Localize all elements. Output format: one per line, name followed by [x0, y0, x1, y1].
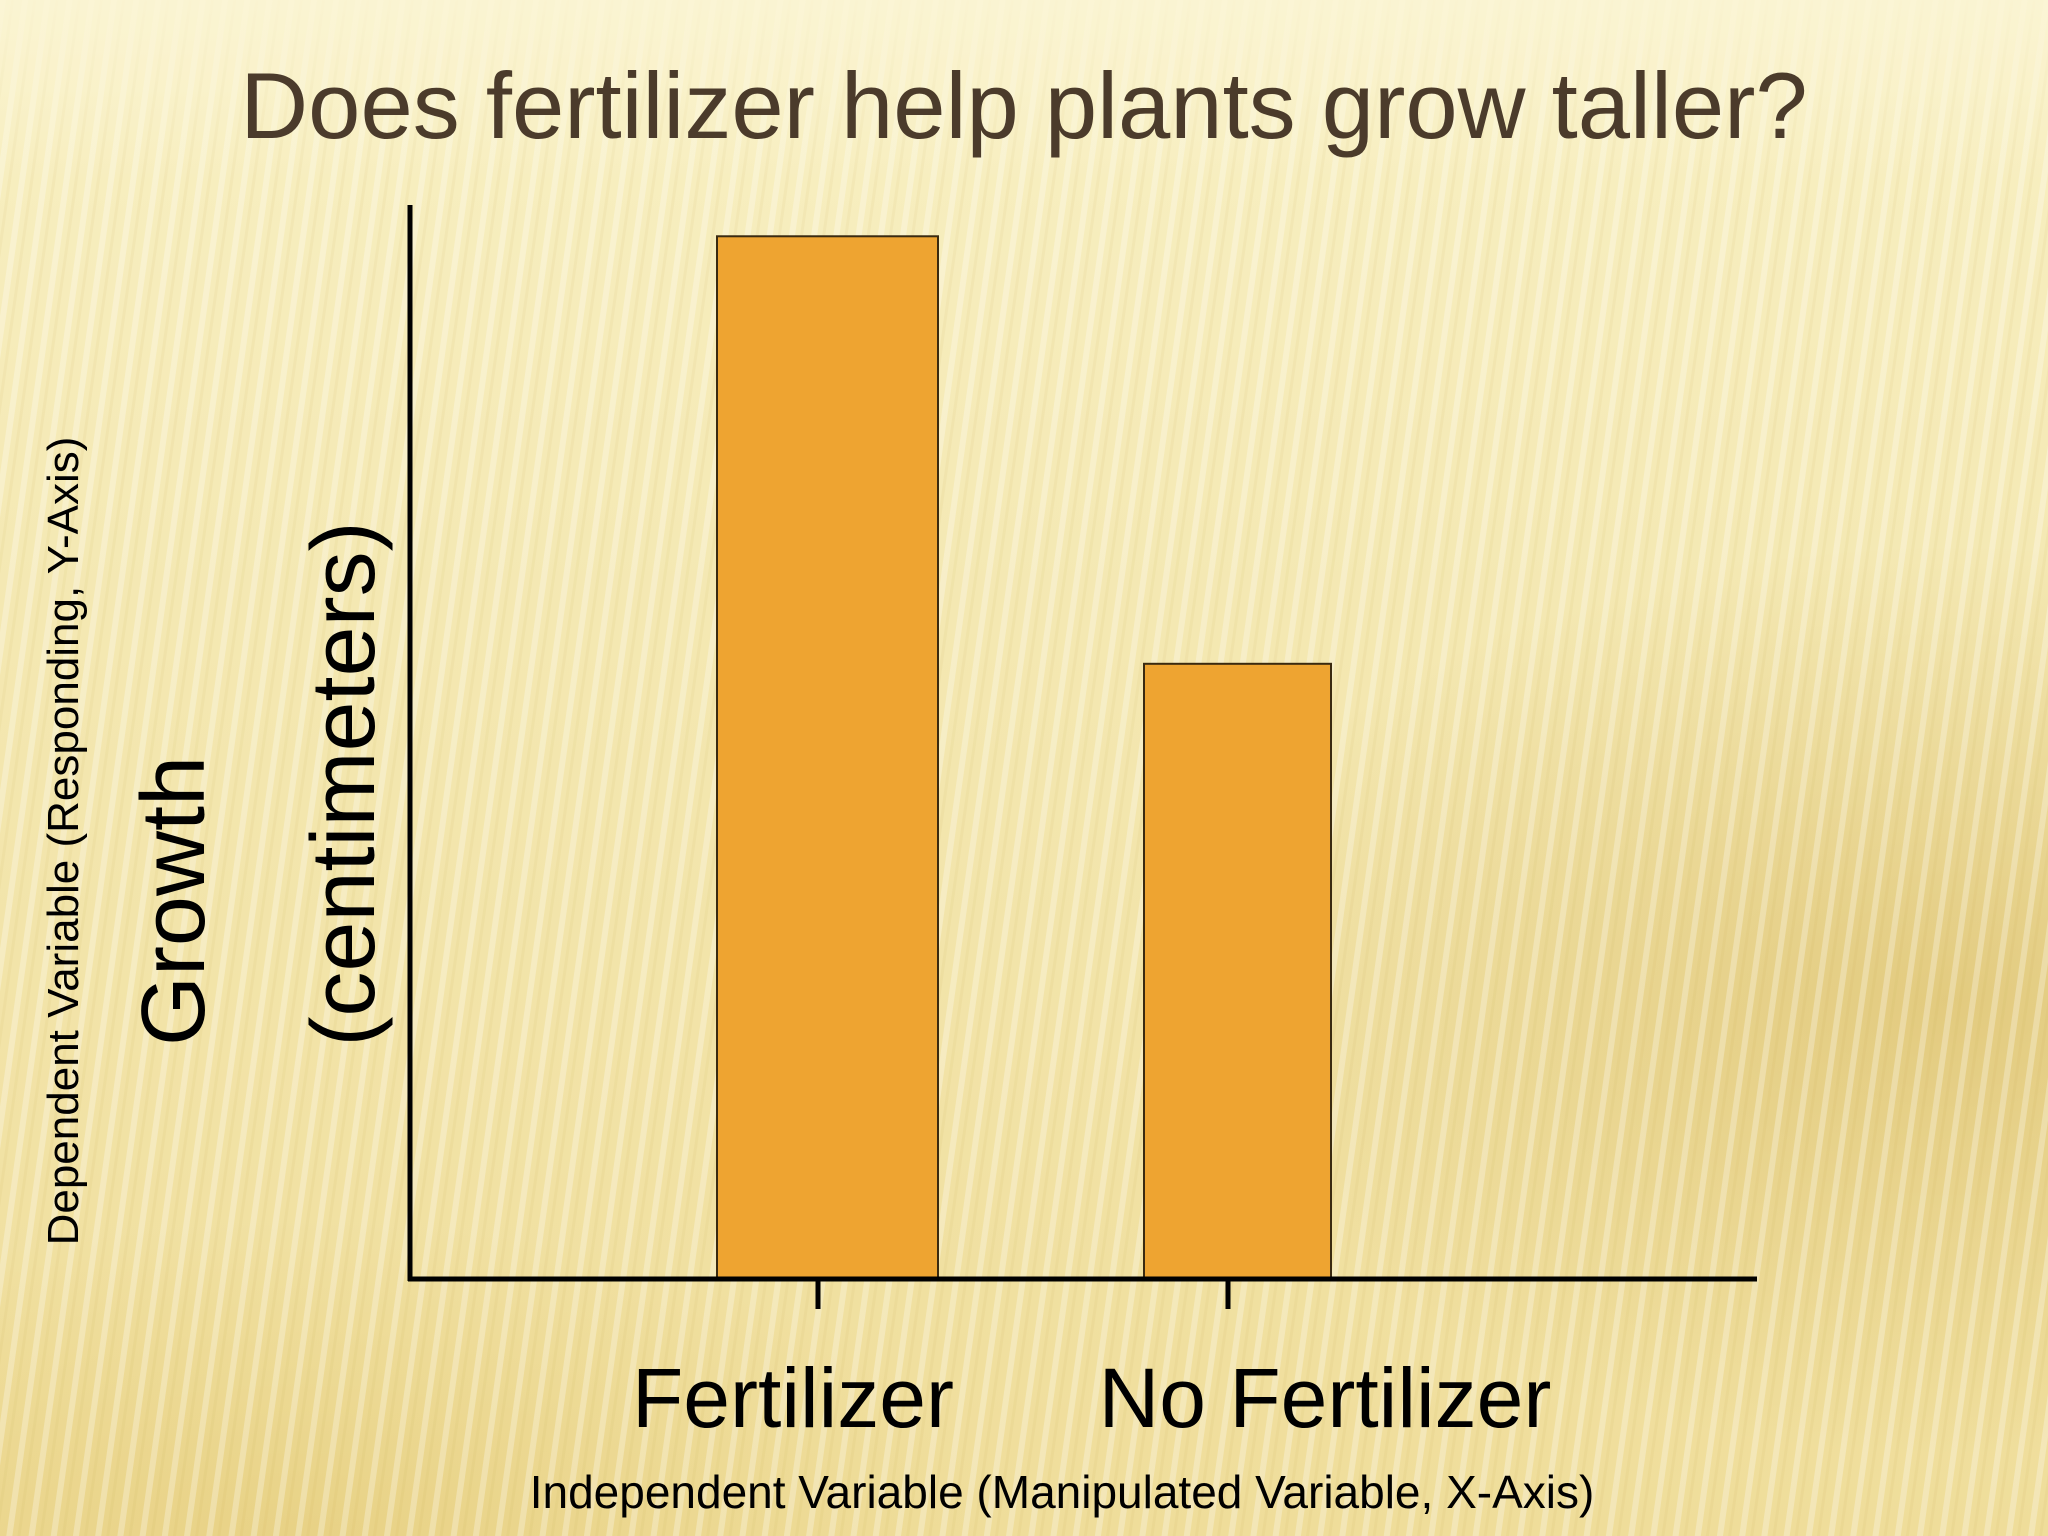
x-tick-labels-layer: Fertilizer No Fertilizer: [632, 1351, 1551, 1445]
x-ticks-layer: [815, 1279, 1231, 1309]
bar-no-fertilizer: [1143, 662, 1332, 1280]
y-axis-label-units: (centimeters): [294, 521, 394, 1046]
bar-fertilizer: [716, 235, 939, 1281]
y-axis-label-growth: Growth: [124, 756, 224, 1046]
slide-title: Does fertilizer help plants grow taller?: [240, 53, 1808, 158]
x-axis-label: Independent Variable (Manipulated Variab…: [530, 1466, 1595, 1518]
x-tick-label: No Fertilizer: [1099, 1351, 1552, 1445]
x-tick-label: Fertilizer: [632, 1351, 954, 1445]
y-axis-outer-label: Dependent Variable (Responding, Y-Axis): [39, 437, 88, 1246]
bars-layer: [716, 235, 1332, 1281]
